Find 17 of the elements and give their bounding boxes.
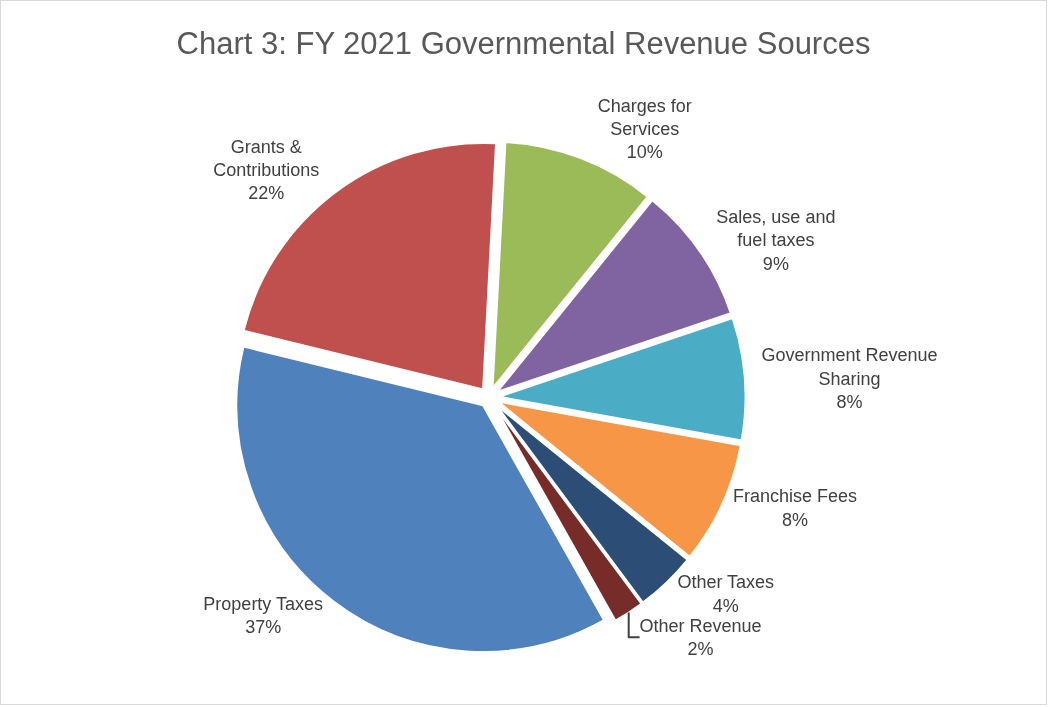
- slice-label: Government Revenue Sharing: [761, 345, 938, 389]
- slice-label: Sales, use and fuel taxes: [716, 206, 836, 251]
- slice-label: Grants & Contributions: [213, 136, 320, 181]
- chart-title: Chart 3: FY 2021 Governmental Revenue Sources: [176, 26, 871, 62]
- data-label: 8%: [836, 391, 863, 412]
- data-label: 4%: [712, 595, 739, 616]
- slice-label: Charges for Services: [597, 95, 692, 139]
- data-label: 2%: [687, 639, 714, 660]
- slice-label: Franchise Fees: [733, 486, 858, 507]
- data-label: 8%: [782, 509, 809, 530]
- data-label: 22%: [248, 183, 285, 204]
- data-label: 37%: [245, 617, 282, 638]
- slice-label: Property Taxes: [203, 593, 324, 614]
- data-label: 10%: [626, 142, 663, 163]
- data-label: 9%: [762, 253, 789, 274]
- slice-label: Other Revenue: [639, 615, 762, 636]
- slice-label: Other Taxes: [677, 572, 775, 593]
